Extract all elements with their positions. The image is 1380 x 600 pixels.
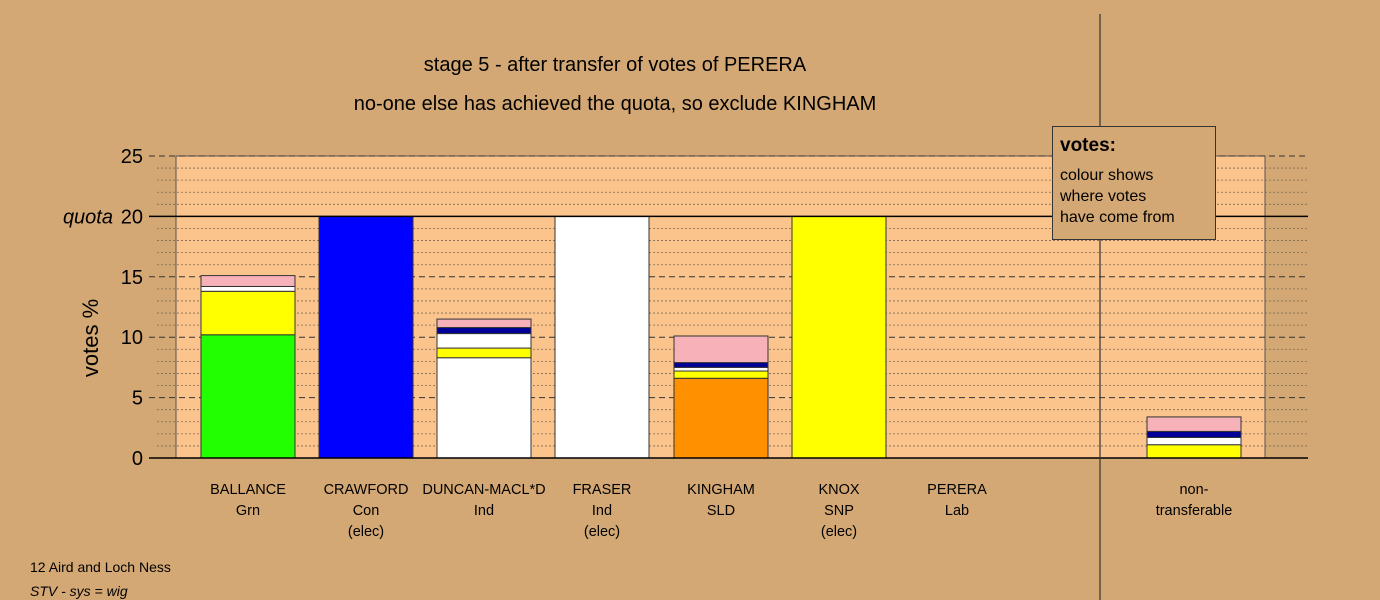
bar-segment bbox=[436, 347, 532, 359]
bar-segment bbox=[1146, 436, 1242, 446]
category-label: Ind bbox=[592, 503, 612, 519]
bar-segment bbox=[200, 285, 296, 292]
category-label: SNP bbox=[824, 503, 854, 519]
category-label: PERERA bbox=[927, 482, 987, 498]
legend-line: colour shows bbox=[1060, 167, 1154, 184]
quota-label: quota bbox=[63, 206, 113, 228]
y-axis-label: votes % bbox=[78, 299, 103, 377]
category-label: (elec) bbox=[348, 524, 384, 540]
y-tick-label: 25 bbox=[121, 146, 143, 168]
bar-segment bbox=[200, 334, 296, 459]
ward-name: 12 Aird and Loch Ness bbox=[30, 559, 171, 575]
bar-segment bbox=[1146, 430, 1242, 438]
y-tick-label: 10 bbox=[121, 327, 143, 349]
legend-title: votes: bbox=[1060, 135, 1116, 156]
bar-segment bbox=[673, 370, 769, 379]
bar-segment bbox=[200, 275, 296, 287]
bar-segment bbox=[436, 327, 532, 335]
bar-segment bbox=[436, 333, 532, 349]
bar-segment bbox=[554, 215, 650, 459]
chart-title: stage 5 - after transfer of votes of PER… bbox=[423, 54, 807, 76]
bar-segment bbox=[673, 366, 769, 372]
legend-box: votes: colour shows where votes have com… bbox=[1052, 126, 1216, 240]
category-label: KNOX bbox=[818, 482, 859, 498]
bar-segment bbox=[673, 377, 769, 459]
y-tick-label: 5 bbox=[132, 388, 143, 410]
category-label: DUNCAN-MACL*D bbox=[422, 482, 545, 498]
category-label: BALLANCE bbox=[210, 482, 286, 498]
bar-segment bbox=[436, 318, 532, 329]
bar-segment bbox=[791, 215, 887, 459]
bar-segment bbox=[1146, 416, 1242, 432]
y-tick-label: 15 bbox=[121, 267, 143, 289]
bar-segment bbox=[318, 215, 414, 459]
chart-subtitle: no-one else has achieved the quota, so e… bbox=[353, 93, 877, 115]
category-label: transferable bbox=[1156, 503, 1233, 519]
system-label: STV - sys = wig bbox=[30, 583, 128, 599]
bar-segment bbox=[1146, 444, 1242, 459]
category-label: Con bbox=[353, 503, 380, 519]
category-label: (elec) bbox=[584, 524, 620, 540]
y-tick-label: 20 bbox=[121, 206, 143, 228]
bar-segment bbox=[200, 290, 296, 336]
legend-line: where votes bbox=[1060, 188, 1147, 205]
category-label: Lab bbox=[945, 503, 969, 519]
category-label: non- bbox=[1179, 482, 1208, 498]
category-label: SLD bbox=[707, 503, 735, 519]
bar-segment bbox=[673, 362, 769, 368]
category-label: FRASER bbox=[573, 482, 632, 498]
legend-line: have come from bbox=[1060, 209, 1175, 226]
category-label: Grn bbox=[236, 503, 260, 519]
category-label: CRAWFORD bbox=[324, 482, 409, 498]
bar-segment bbox=[673, 335, 769, 364]
category-label: Ind bbox=[474, 503, 494, 519]
bar-segment bbox=[436, 357, 532, 459]
category-label: KINGHAM bbox=[687, 482, 755, 498]
category-label: (elec) bbox=[821, 524, 857, 540]
y-tick-label: 0 bbox=[132, 448, 143, 470]
